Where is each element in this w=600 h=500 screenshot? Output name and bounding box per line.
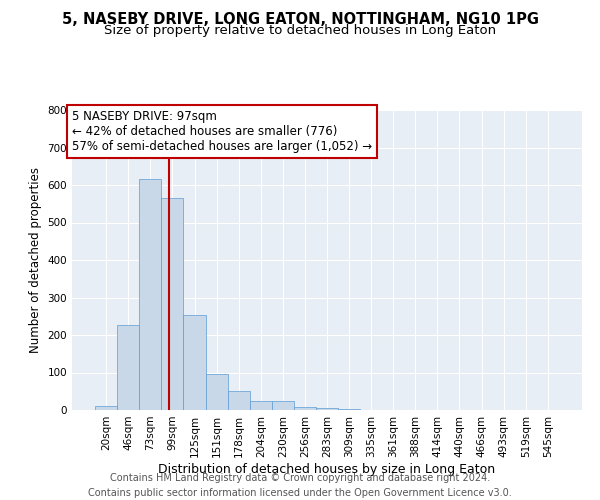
Bar: [206, 374, 227, 410]
Bar: [227, 391, 250, 410]
Bar: [184, 315, 206, 410]
Bar: [338, 409, 360, 410]
Bar: [316, 408, 338, 410]
Bar: [95, 406, 117, 410]
Bar: [294, 407, 316, 410]
Text: Contains HM Land Registry data © Crown copyright and database right 2024.
Contai: Contains HM Land Registry data © Crown c…: [88, 472, 512, 498]
Bar: [272, 400, 294, 410]
Bar: [250, 400, 272, 410]
Bar: [117, 324, 139, 410]
Text: 5 NASEBY DRIVE: 97sqm
← 42% of detached houses are smaller (776)
57% of semi-det: 5 NASEBY DRIVE: 97sqm ← 42% of detached …: [72, 110, 372, 153]
X-axis label: Distribution of detached houses by size in Long Eaton: Distribution of detached houses by size …: [158, 462, 496, 475]
Text: 5, NASEBY DRIVE, LONG EATON, NOTTINGHAM, NG10 1PG: 5, NASEBY DRIVE, LONG EATON, NOTTINGHAM,…: [62, 12, 539, 28]
Y-axis label: Number of detached properties: Number of detached properties: [29, 167, 42, 353]
Text: Size of property relative to detached houses in Long Eaton: Size of property relative to detached ho…: [104, 24, 496, 37]
Bar: [139, 178, 161, 410]
Bar: [161, 198, 184, 410]
